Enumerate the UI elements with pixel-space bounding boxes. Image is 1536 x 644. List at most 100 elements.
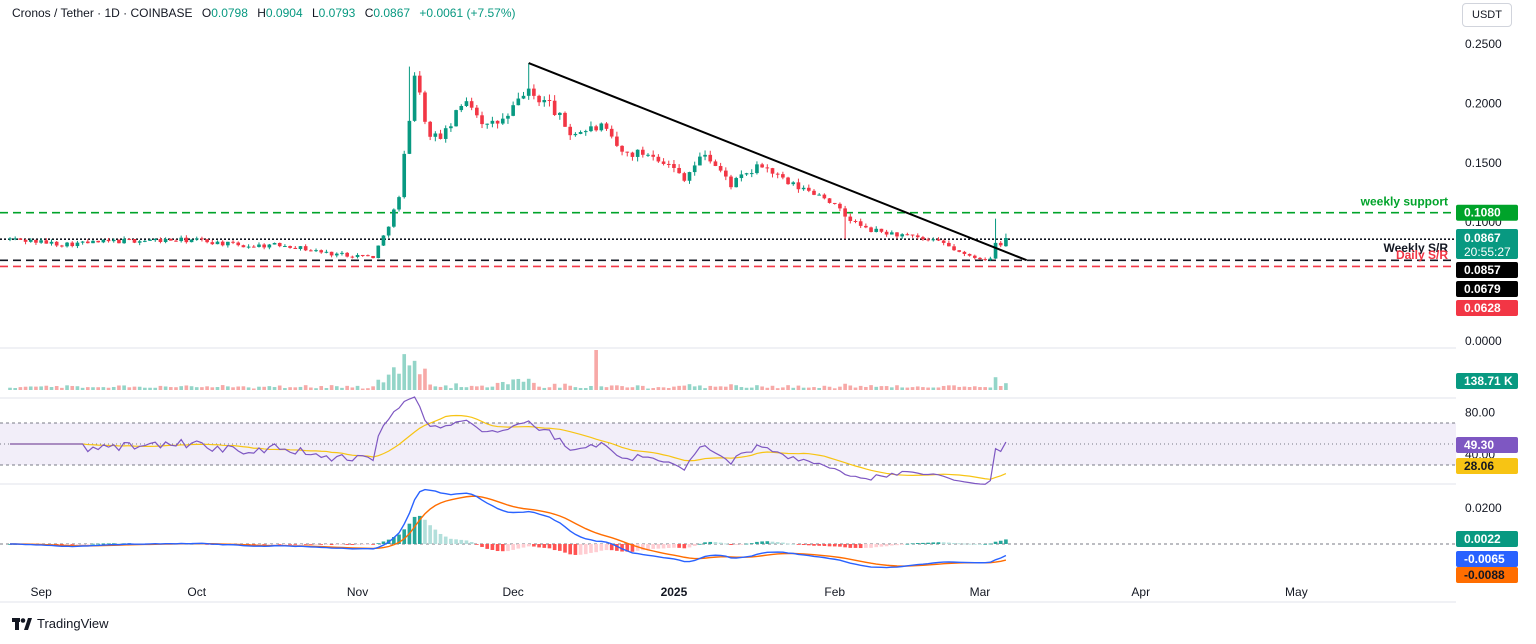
volume-bar [54, 386, 59, 390]
volume-bar [625, 387, 630, 390]
volume-bar [651, 388, 656, 390]
candle-body [604, 123, 609, 129]
macd-hist-bar [641, 544, 645, 551]
macd-hist-bar [532, 544, 536, 547]
candle-body [926, 239, 930, 241]
candle-body [397, 197, 401, 210]
volume-bar [926, 387, 930, 390]
candle-body [500, 118, 505, 124]
volume-bar [879, 386, 884, 390]
tradingview-logo[interactable]: TradingView [12, 616, 109, 631]
candle-body [376, 245, 381, 259]
volume-bar [220, 385, 225, 390]
macd-hist-bar [537, 544, 541, 548]
macd-hist-bar [822, 544, 827, 546]
macd-hist-bar [334, 544, 339, 545]
macd-hist-bar [454, 539, 458, 544]
candle-body [153, 239, 158, 241]
volume-bar [967, 387, 972, 390]
currency-button[interactable]: USDT [1462, 3, 1512, 27]
volume-bar [376, 379, 381, 390]
candle-body [324, 251, 329, 253]
volume-bar [241, 386, 246, 390]
candle-body [957, 250, 962, 252]
rsi-line [10, 396, 1007, 485]
volume-bar [604, 387, 609, 390]
volume-bar [371, 386, 375, 390]
badge-last-price-value: 0.0867 [1464, 231, 1501, 245]
volume-bar [459, 387, 464, 390]
volume-bar [309, 387, 313, 390]
volume-bar [672, 386, 676, 390]
macd-hist-bar [900, 544, 904, 545]
volume-bar [39, 386, 43, 390]
macd-hist-bar [314, 544, 318, 545]
macd-hist-bar [91, 543, 95, 545]
candle-body [672, 164, 676, 168]
badge-dashed-level-text: 0.0679 [1464, 282, 1501, 296]
volume-bar [760, 386, 764, 390]
macd-hist-bar [417, 515, 422, 544]
macd-hist-bar [376, 543, 381, 545]
macd-hist-bar [599, 544, 604, 551]
volume-bar [80, 387, 85, 390]
candle-body [402, 153, 407, 198]
candle-body [122, 238, 126, 244]
tradingview-logo-icon [12, 617, 32, 631]
high-value: 0.0904 [265, 6, 303, 20]
volume-bar [319, 386, 324, 390]
low-value: 0.0793 [318, 6, 356, 20]
candle-body [158, 239, 163, 242]
volume-bar [972, 386, 977, 390]
macd-hist-bar [288, 544, 292, 545]
macd-hist-bar [490, 544, 495, 550]
volume-bar [832, 388, 837, 390]
macd-hist-bar [604, 544, 609, 551]
macd-hist-bar [884, 544, 889, 547]
volume-bar [889, 387, 894, 390]
volume-bar [91, 387, 95, 390]
badge-macd-hist-text: 0.0022 [1464, 532, 1501, 546]
macd-hist-bar [708, 541, 713, 544]
candle-body [329, 251, 334, 256]
candle-body [677, 167, 681, 174]
candle-body [884, 231, 889, 235]
macd-hist-bar [542, 544, 547, 548]
candle-body [288, 246, 292, 248]
volume-bar [952, 385, 956, 390]
macd-hist-bar [838, 544, 842, 547]
volume-bar [874, 386, 879, 390]
volume-bar [34, 386, 38, 390]
volume-bar [692, 386, 697, 390]
candle-body [978, 257, 982, 260]
volume-bar [397, 373, 401, 390]
candle-body [314, 250, 318, 252]
volume-bar [28, 386, 33, 390]
candle-body [355, 254, 360, 258]
volume-bar [775, 388, 780, 390]
volume-bar [231, 387, 235, 390]
volume-bar [485, 387, 490, 390]
volume-bar [251, 388, 256, 390]
volume-bar [786, 385, 790, 390]
volume-bar [236, 386, 241, 390]
badge-weekly-sr: 0.0857 [1456, 262, 1518, 278]
macd-hist-bar [583, 544, 588, 555]
volume-bar [111, 386, 116, 390]
candle-body [18, 238, 23, 240]
volume-bar [796, 385, 801, 390]
macd-hist-bar [552, 544, 557, 551]
volume-bar [957, 386, 962, 390]
volume-bar [708, 385, 713, 390]
volume-bar [117, 385, 121, 390]
macd-hist-bar [563, 544, 567, 553]
candle-body [817, 194, 821, 196]
time-axis-tick: Oct [187, 585, 206, 599]
weekly-sr-label: Weekly S/R [1384, 241, 1449, 255]
candle-body [879, 228, 884, 232]
macd-hist-bar [874, 544, 879, 548]
candle-body [392, 209, 396, 227]
macd-hist-bar [594, 544, 598, 553]
macd-hist-bar [272, 544, 277, 545]
